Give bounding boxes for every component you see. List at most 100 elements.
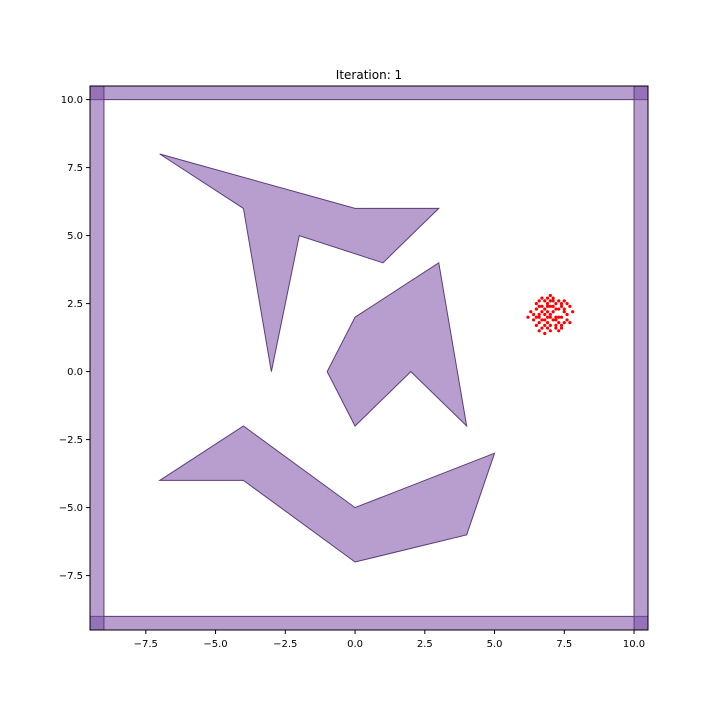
scatter-point [559,326,564,330]
chart-title: Iteration: 1 [336,68,402,82]
y-tick-label: 0.0 [67,367,83,378]
scatter-point [545,302,550,306]
x-tick-label: −7.5 [134,639,158,650]
x-axis: −7.5 −5.0 −2.5 0.0 2.5 5.0 7.5 10.0 [134,630,645,650]
axes-frame [89,85,649,631]
scatter-point [554,302,558,306]
scatter-point [532,312,536,317]
obstacle-polygon-2 [326,261,468,428]
scatter-point [543,299,547,303]
scatter-point [545,310,550,314]
scatter-point [571,310,575,314]
scatter-point [568,304,572,308]
x-tick-label: 5.0 [487,639,503,650]
scatter-point [557,299,561,303]
y-tick-label: 7.5 [67,163,83,174]
scatter-point [532,318,536,322]
scatter-point [545,326,550,330]
scatter-point [545,315,550,319]
scatter-point [562,321,566,325]
scatter-point [554,323,558,327]
scatter-point [543,318,547,322]
scatter-point [551,299,555,303]
obstacle-polygon-1 [159,153,440,372]
y-tick-label: 2.5 [67,299,83,310]
scatter-point [551,296,555,300]
scatter-point [557,321,561,325]
x-tick-label: 2.5 [417,639,433,650]
points-layer [526,293,575,336]
scatter-point [557,329,561,333]
scatter-point [557,307,561,311]
y-tick-label: −5.0 [59,503,83,514]
scatter-point [559,323,564,327]
scatter-point [559,315,564,319]
obstacle-polygon-3 [158,425,496,563]
scatter-point [540,326,544,330]
scatter-point [534,323,539,327]
y-tick-label: −7.5 [59,571,83,582]
scatter-point [534,302,539,306]
boundary-wall-2 [89,615,649,631]
scatter-point [548,293,552,298]
scatter-point [529,310,533,314]
scatter-point [548,329,552,333]
scatter-point [526,315,530,319]
x-tick-label: 7.5 [556,639,572,650]
boundary-wall-1 [89,85,649,101]
scatter-point [543,331,547,336]
scatter-point [543,312,547,317]
x-tick-label: 10.0 [623,639,645,650]
boundary-wall-3 [89,85,105,631]
scatter-point [562,299,566,303]
scatter-point [537,321,541,325]
scatter-point [543,323,547,327]
scatter-point [540,310,544,314]
y-axis: −7.5 −5.0 −2.5 0.0 2.5 5.0 7.5 10.0 [59,95,90,582]
scatter-point [565,312,569,317]
scatter-point [537,299,541,303]
scatter-point [537,304,541,308]
scatter-point [548,323,552,327]
obstacles-layer [158,153,496,563]
scatter-point [545,296,550,300]
scatter-point [537,315,541,319]
scatter-point [548,312,552,317]
scatter-point [559,302,564,306]
scatter-point [559,304,564,308]
scatter-point [565,302,569,306]
scatter-point [537,329,541,333]
scatter-point [551,318,555,322]
scatter-point [540,296,544,300]
x-tick-label: −5.0 [203,639,227,650]
scatter-point [565,318,569,322]
scatter-point [548,299,552,303]
scatter-point [545,321,550,325]
scatter-point [534,315,539,319]
scatter-point [537,312,541,317]
scatter-point [545,304,550,308]
x-tick-label: 0.0 [347,639,363,650]
scatter-point [568,321,572,325]
scatter-point [543,307,547,311]
scatter-point [554,315,558,319]
scatter-point [554,318,558,322]
scatter-point [548,315,552,319]
scatter-point [540,318,544,322]
scatter-point [551,310,555,314]
scatter-point [554,326,558,330]
y-tick-label: 5.0 [67,231,83,242]
scatter-point [548,304,552,308]
y-tick-label: −2.5 [59,435,83,446]
y-tick-label: 10.0 [61,95,83,106]
scatter-point [534,307,539,311]
scatter-point [540,304,544,308]
boundary-wall-4 [633,85,649,631]
scatter-point [562,310,566,314]
x-tick-label: −2.5 [273,639,297,650]
scatter-point [554,307,558,311]
scatter-point [551,304,555,308]
scatter-point [557,315,561,319]
